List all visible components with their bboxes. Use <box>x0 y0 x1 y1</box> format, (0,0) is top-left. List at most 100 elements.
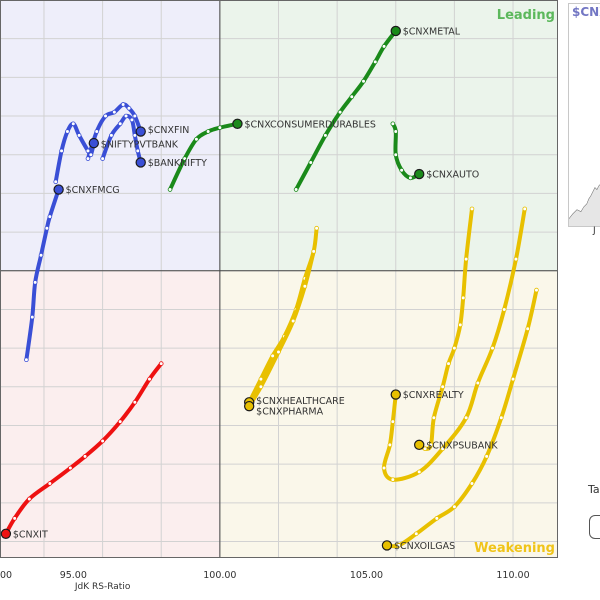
tail-point <box>44 225 50 231</box>
tail-point <box>393 152 399 158</box>
head-niftypvtbank[interactable] <box>88 137 100 149</box>
tail-point <box>158 361 164 366</box>
label-niftypvtbank: $NIFTYPVTBANK <box>101 140 179 151</box>
tail-point <box>311 249 316 254</box>
x-tick-label: 110.00 <box>496 570 529 581</box>
tail-point <box>182 156 187 161</box>
tail-point <box>484 454 489 459</box>
side-axis-fragment: J <box>593 226 596 236</box>
tail-point <box>100 156 105 161</box>
tail-point <box>167 187 173 192</box>
tail-point <box>38 252 44 258</box>
tail-point <box>103 113 108 119</box>
tail-point <box>76 133 82 138</box>
tail-point <box>387 442 393 448</box>
tail-point <box>460 295 466 301</box>
head-cnxmetal[interactable] <box>390 25 401 37</box>
head-cnxauto[interactable] <box>414 168 425 180</box>
head-cnxit[interactable] <box>0 528 12 539</box>
tail-point <box>29 314 35 320</box>
label-banknifty: $BANKNIFTY <box>148 158 207 169</box>
tail-point <box>94 129 100 134</box>
tail-point <box>452 345 457 351</box>
tail-point <box>70 121 76 127</box>
head-cnxoilgas[interactable] <box>381 540 393 551</box>
tail-point <box>337 109 343 115</box>
tail-point <box>463 256 469 262</box>
tail-point <box>290 318 296 324</box>
tail-point <box>463 415 469 421</box>
head-cnxconsumerdurables[interactable] <box>232 118 243 129</box>
tail-point <box>53 179 58 185</box>
tail-point <box>428 442 434 448</box>
tail-point <box>361 78 366 84</box>
tail-point <box>82 454 88 459</box>
tail-point <box>501 307 507 312</box>
tail-point <box>276 349 281 355</box>
tail-point <box>68 465 73 471</box>
tail-point <box>147 376 152 382</box>
quadrant-leading <box>219 0 558 271</box>
tail-point <box>132 399 138 405</box>
label-cnxoilgas: $CNXOILGAS <box>394 541 455 552</box>
head-cnxpharma[interactable] <box>243 400 255 412</box>
quadrant-label-weakening: Weakening <box>474 541 555 556</box>
side-label-fragment: Ta <box>588 483 600 496</box>
head-cnxfin[interactable] <box>135 126 146 137</box>
tail-point <box>490 345 495 351</box>
tail-point <box>132 133 138 138</box>
tail-point <box>390 419 396 424</box>
x-tick-label: 00 <box>0 570 12 581</box>
tail-point <box>258 384 264 390</box>
tail-point <box>390 477 396 482</box>
label-cnxrealty: $CNXREALTY <box>403 390 464 401</box>
label-cnxfin: $CNXFIN <box>148 125 190 136</box>
tail-point <box>525 326 530 332</box>
tail-point <box>390 121 396 127</box>
head-cnxfmcg[interactable] <box>53 184 64 195</box>
head-banknifty[interactable] <box>135 157 146 168</box>
tail-point <box>510 376 516 382</box>
tail-point <box>88 152 94 158</box>
tail-point <box>126 106 132 111</box>
head-cnxrealty[interactable] <box>390 389 401 400</box>
tail-point <box>440 384 445 390</box>
tail-point <box>498 415 504 421</box>
tail-point <box>59 148 64 154</box>
tail-point <box>32 280 38 285</box>
tail-point <box>194 136 199 142</box>
tail-point <box>47 481 53 486</box>
tail-point <box>132 113 138 119</box>
tail-point <box>475 380 481 386</box>
head-cnxpsubank[interactable] <box>414 439 425 451</box>
tail-point <box>413 531 419 537</box>
tail-point <box>323 133 328 138</box>
tail-point <box>217 125 223 130</box>
tail-point <box>205 129 211 134</box>
tail-point <box>85 148 91 154</box>
tail-point <box>469 206 475 212</box>
x-axis-title: JdK RS-Ratio <box>74 582 131 592</box>
label-cnxhealthcare: $CNXHEALTHCARE <box>256 396 345 407</box>
plot-frame <box>0 0 558 558</box>
label-cnxpharma: $CNXPHARMA <box>256 407 323 418</box>
tail-point <box>534 287 539 293</box>
label-cnxauto: $CNXAUTO <box>426 170 479 181</box>
tail-point <box>24 357 29 363</box>
side-toggle[interactable] <box>589 515 600 539</box>
side-chart-title: $CNX <box>572 5 600 19</box>
tail-point <box>396 543 401 548</box>
tail-point <box>314 225 319 231</box>
tail-point <box>513 256 519 262</box>
tail-point <box>308 160 314 165</box>
tail-point <box>85 156 91 161</box>
tail-point <box>381 465 387 471</box>
tail-point <box>123 113 129 119</box>
x-tick-label: 95.00 <box>60 570 87 581</box>
tail-point <box>434 516 440 521</box>
x-tick-label: 105.00 <box>350 570 383 581</box>
side-chart-panel[interactable]: $CNX <box>568 3 600 227</box>
tail-cnxpharma[interactable] <box>247 249 316 409</box>
label-cnxmetal: $CNXMETAL <box>403 26 461 37</box>
